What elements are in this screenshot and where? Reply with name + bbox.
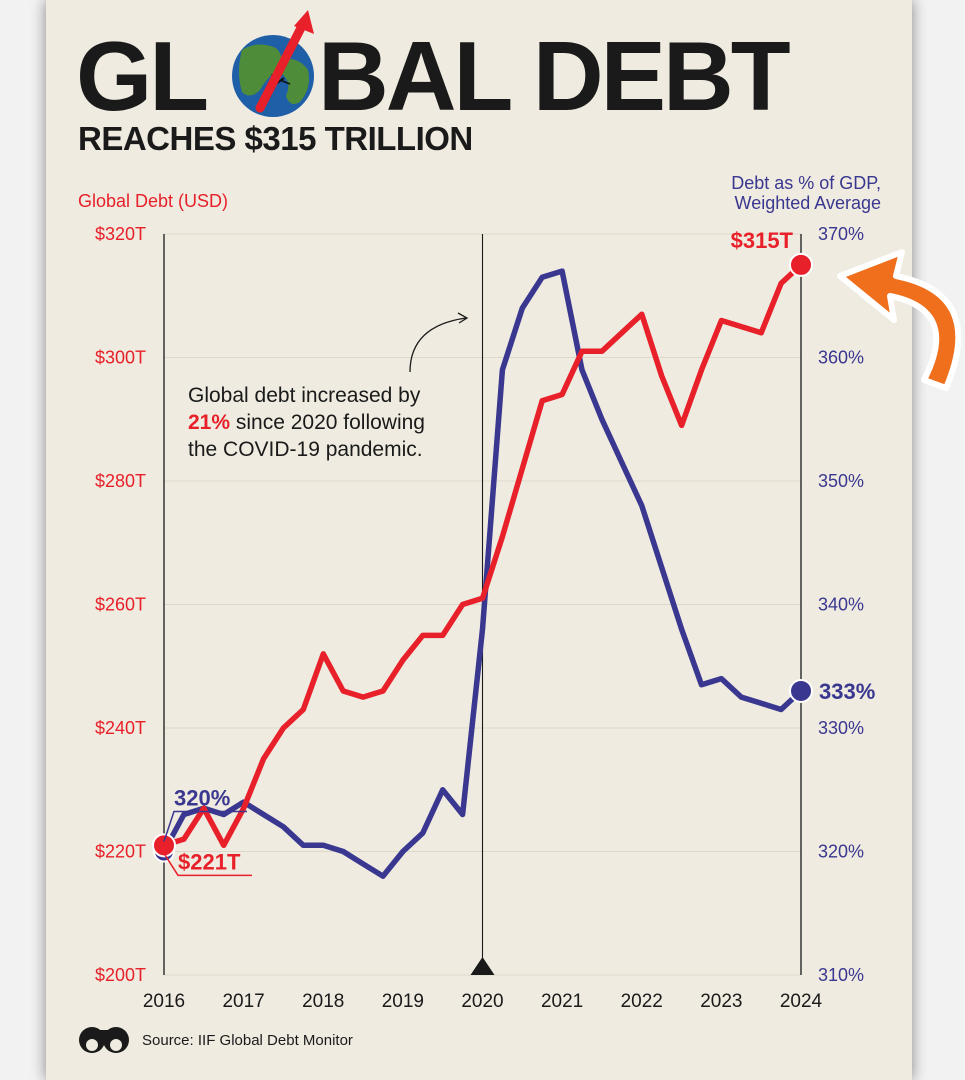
x-axis-tick-label: 2019 [382, 991, 424, 1012]
annotation-line2-rest: since 2020 following [230, 411, 425, 434]
debt-start-value-label: $221T [178, 849, 241, 874]
debt-start-callout-line [163, 852, 252, 877]
gdp-percent-series-line [161, 268, 804, 879]
axis-layer: $200T 310% $220T 320% $240T 330% $260T 340% $280… [95, 224, 864, 1012]
x-axis-tick-label: 2022 [621, 991, 663, 1012]
annotation-line3: the COVID-19 pandemic. [188, 438, 423, 461]
globe-with-rising-arrow-icon [232, 10, 314, 117]
x-axis-tick-label: 2016 [143, 991, 185, 1012]
x-axis-tick-label: 2021 [541, 991, 583, 1012]
left-axis-tick-label: $320T [95, 224, 146, 244]
year-2020-marker-triangle [470, 957, 495, 975]
left-axis-title: Global Debt (USD) [78, 191, 228, 211]
right-axis-tick-label: 370% [818, 224, 864, 244]
annotation-line1: Global debt increased by [188, 384, 421, 407]
x-axis-tick-label: 2023 [700, 991, 742, 1012]
label-layer: 320% 333% $221T $315T [163, 228, 875, 877]
left-axis-tick-label: $280T [95, 471, 146, 491]
left-axis-tick-label: $300T [95, 348, 146, 368]
annotation-line2: 21% since 2020 following [188, 411, 425, 434]
left-axis-tick-label: $240T [95, 718, 146, 738]
global-debt-series-line [161, 262, 804, 849]
right-axis-tick-label: 340% [818, 595, 864, 615]
series-layer [152, 252, 813, 879]
infographic-poster: GL BAL DEBT REACHES $315 TRILLION Global… [46, 0, 912, 1080]
title-part1: GL [76, 21, 206, 131]
right-axis-tick-label: 360% [818, 348, 864, 368]
source-text: Source: IIF Global Debt Monitor [142, 1032, 353, 1049]
annotation-pointer-arrow [409, 317, 467, 373]
right-axis-title-line1: Debt as % of GDP, [731, 173, 881, 193]
gdp-start-callout-line [163, 810, 247, 842]
left-axis-tick-label: $220T [95, 842, 146, 862]
x-axis-tick-label: 2020 [461, 991, 503, 1012]
x-axis-tick-label: 2018 [302, 991, 344, 1012]
right-axis-tick-label: 320% [818, 842, 864, 862]
gdp-end-point [789, 678, 813, 703]
debt-start-point [152, 833, 176, 858]
right-axis-tick-label: 330% [818, 718, 864, 738]
left-axis-tick-label: $200T [95, 965, 146, 985]
chart-canvas: GL BAL DEBT REACHES $315 TRILLION Global… [76, 10, 881, 1053]
debt-end-point [789, 252, 813, 277]
x-axis-tick-label: 2017 [222, 991, 264, 1012]
subtitle: REACHES $315 TRILLION [78, 120, 473, 157]
right-axis-title-line2: Weighted Average [735, 193, 881, 213]
right-axis-tick-label: 350% [818, 471, 864, 491]
gdp-start-value-label: 320% [174, 786, 230, 811]
title-part2: BAL DEBT [318, 21, 790, 131]
annotation-pointer-head [457, 312, 469, 324]
right-axis-tick-label: 310% [818, 965, 864, 985]
left-axis-tick-label: $260T [95, 595, 146, 615]
curved-arrow-icon [837, 249, 962, 391]
x-axis-tick-label: 2024 [780, 991, 823, 1012]
gdp-end-value-label: 333% [819, 679, 875, 704]
debt-end-value-label: $315T [731, 228, 794, 253]
binoculars-logo-icon [79, 1027, 129, 1053]
annotation-highlight: 21% [188, 411, 230, 434]
